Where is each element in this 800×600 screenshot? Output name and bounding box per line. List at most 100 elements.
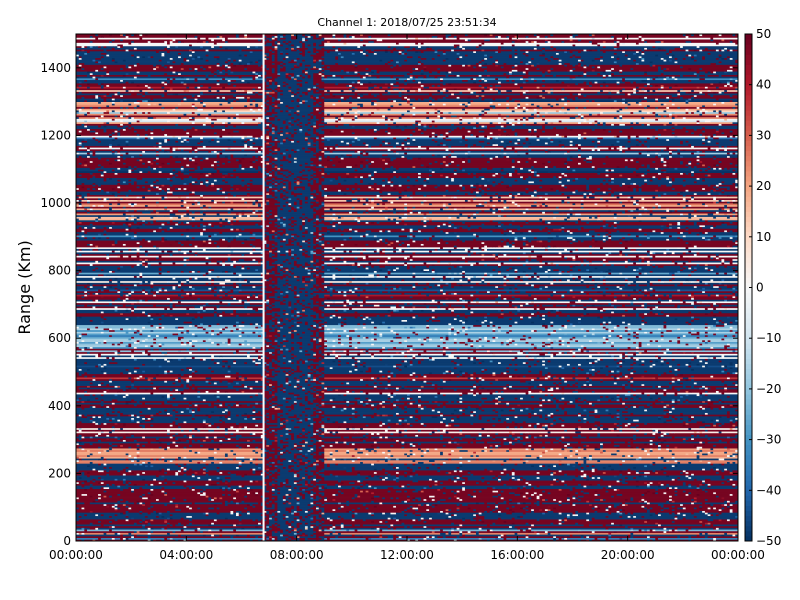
heatmap-cell <box>423 520 427 523</box>
heatmap-cell <box>437 512 441 515</box>
heatmap-cell <box>475 502 480 505</box>
heatmap-cell <box>420 503 424 506</box>
heatmap-cell <box>76 527 82 530</box>
heatmap-cell <box>321 503 325 506</box>
heatmap-cell <box>688 527 692 530</box>
heatmap-cell <box>354 513 372 517</box>
heatmap-cell <box>658 537 714 540</box>
heatmap-cell <box>194 522 212 525</box>
heatmap-cell <box>658 522 706 525</box>
heatmap-cell <box>729 510 733 513</box>
heatmap-cell <box>167 520 270 523</box>
heatmap-cell <box>125 537 129 540</box>
heatmap-cell <box>498 513 502 517</box>
heatmap-cell <box>699 534 722 537</box>
heatmap-cell <box>531 505 549 508</box>
heatmap-cell <box>431 515 449 518</box>
heatmap-cell <box>313 517 317 520</box>
heatmap-cell <box>271 524 275 527</box>
heatmap-cell <box>299 517 303 520</box>
heatmap-cell <box>387 527 391 530</box>
heatmap-cell <box>619 537 623 540</box>
heatmap-cell <box>324 498 328 501</box>
heatmap-cell <box>395 527 424 530</box>
heatmap-cell <box>285 529 289 532</box>
heatmap-cell <box>558 512 562 515</box>
heatmap-cell <box>379 529 383 532</box>
heatmap-cell <box>511 517 515 520</box>
heatmap-cell <box>509 525 513 528</box>
heatmap-cell <box>117 500 121 503</box>
heatmap-cell <box>147 520 165 523</box>
heatmap-cell <box>649 519 709 522</box>
heatmap-cell <box>572 513 579 517</box>
heatmap-cell <box>671 512 675 515</box>
heatmap-cell <box>169 532 264 535</box>
heatmap-cell <box>613 530 618 533</box>
heatmap-cell <box>671 520 675 523</box>
heatmap-cell <box>114 505 118 508</box>
heatmap-cell <box>412 507 419 510</box>
heatmap-cell <box>202 534 207 537</box>
heatmap-cell <box>619 515 623 518</box>
heatmap-cell <box>103 503 107 506</box>
heatmap-cell <box>611 508 620 511</box>
heatmap-cell <box>230 510 234 513</box>
heatmap-cell <box>715 513 720 517</box>
heatmap-cell <box>478 537 482 540</box>
heatmap-cell <box>335 508 353 511</box>
heatmap-cell <box>111 537 116 540</box>
heatmap-cell <box>310 502 314 505</box>
heatmap-cell <box>442 535 447 539</box>
heatmap-cell <box>658 524 662 527</box>
heatmap-cell <box>572 534 582 537</box>
heatmap-cell <box>646 520 673 523</box>
heatmap-cell <box>329 517 342 520</box>
heatmap-cell <box>288 510 292 513</box>
heatmap-cell <box>644 505 662 508</box>
heatmap-cell <box>627 512 631 515</box>
heatmap-cell <box>120 534 124 537</box>
heatmap-cell <box>296 537 300 540</box>
heatmap-cell <box>622 503 626 506</box>
heatmap-cell <box>531 527 607 530</box>
heatmap-cell <box>426 527 433 530</box>
heatmap-cell <box>208 512 218 515</box>
heatmap-cell <box>167 517 171 520</box>
heatmap-cell <box>713 537 717 540</box>
heatmap-cell <box>238 512 248 515</box>
heatmap-cell <box>451 532 460 535</box>
heatmap-cell <box>277 517 284 520</box>
heatmap-cell <box>244 527 264 530</box>
heatmap-cell <box>296 529 300 532</box>
heatmap-cell <box>114 532 118 535</box>
heatmap-cell <box>304 522 309 525</box>
heatmap-cell <box>470 519 477 522</box>
heatmap-cell <box>373 512 383 515</box>
heatmap-cell <box>324 529 347 532</box>
heatmap-cell <box>299 502 311 505</box>
heatmap-cell <box>114 508 118 511</box>
heatmap-cell <box>539 508 543 511</box>
heatmap-cell <box>351 510 400 513</box>
heatmap-cell <box>371 520 375 523</box>
heatmap-cell <box>100 524 104 527</box>
heatmap-cell <box>583 534 609 537</box>
heatmap-cell <box>252 519 256 522</box>
heatmap-cell <box>274 530 278 533</box>
heatmap-cell <box>260 503 264 506</box>
heatmap-cell <box>327 498 333 501</box>
heatmap-cell <box>76 529 85 532</box>
heatmap-cell <box>547 530 593 533</box>
heatmap-cell <box>693 512 706 515</box>
heatmap-cell <box>340 507 358 510</box>
heatmap-cell <box>509 507 521 510</box>
heatmap-cell <box>169 510 231 513</box>
heatmap-cell <box>191 519 215 522</box>
heatmap-cell <box>531 502 535 505</box>
heatmap-cell <box>302 508 309 511</box>
heatmap-cell <box>100 520 110 523</box>
heatmap-cell <box>293 510 298 513</box>
heatmap-cell <box>131 535 135 539</box>
heatmap-cell <box>600 507 606 510</box>
